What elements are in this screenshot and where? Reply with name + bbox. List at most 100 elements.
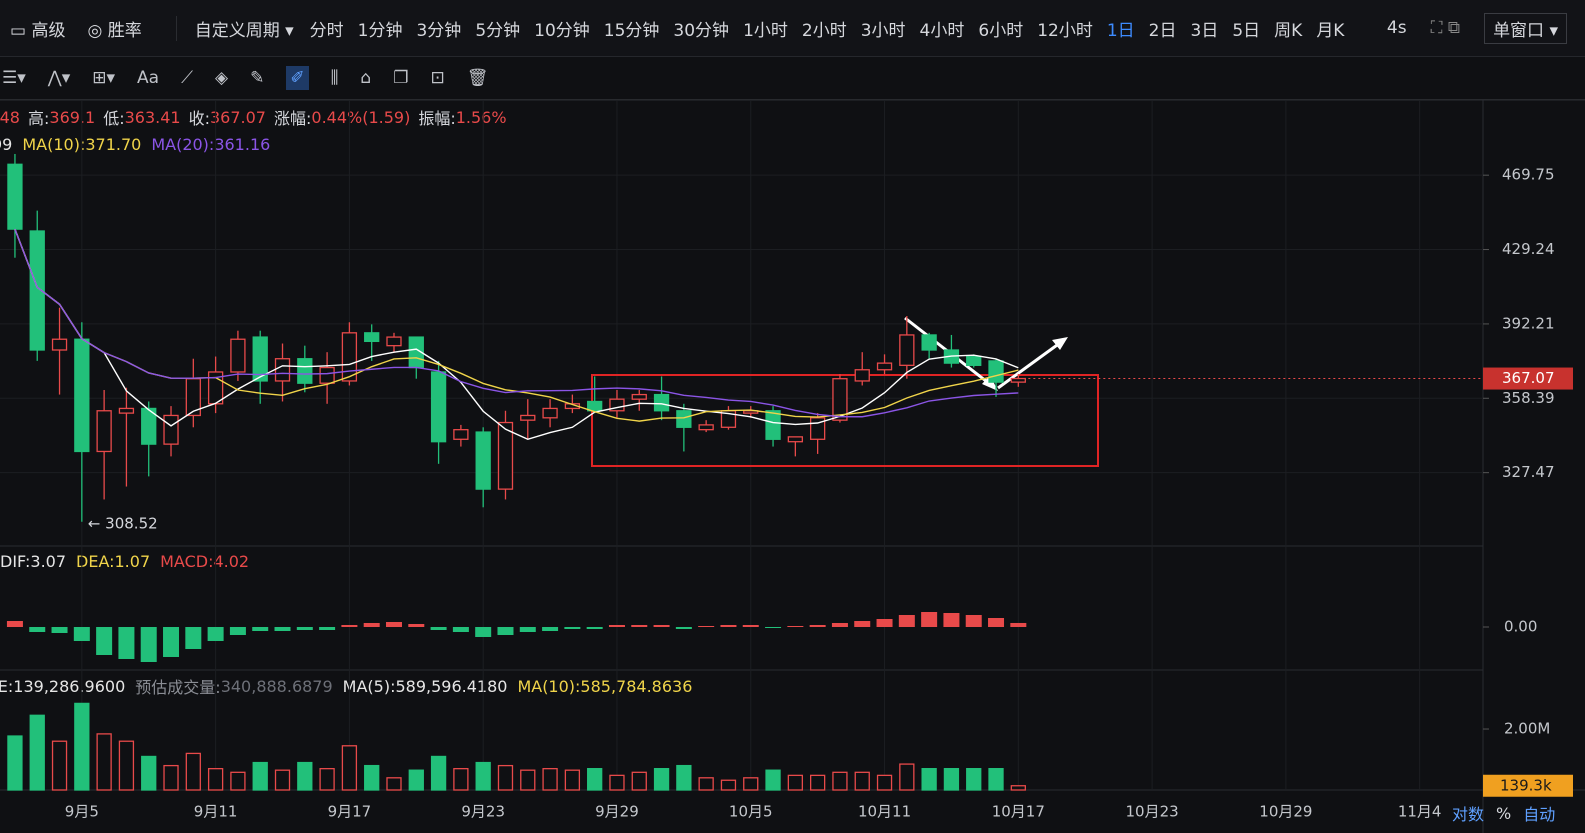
volume-bar xyxy=(899,763,915,791)
tool[interactable]: Aa xyxy=(137,68,160,88)
candle-body xyxy=(988,360,1004,383)
winrate[interactable]: ◎ 胜率 xyxy=(87,20,142,41)
arrow-down xyxy=(904,316,996,390)
candle-body xyxy=(475,431,491,490)
macd-bar xyxy=(207,627,224,641)
footer: 对数% 自动 xyxy=(1452,801,1555,825)
period[interactable]: 1日 xyxy=(1106,20,1135,41)
x-tick-label: 10月5 xyxy=(729,803,773,821)
macd-bar xyxy=(341,625,358,627)
pct-toggle[interactable]: % xyxy=(1496,803,1512,823)
macd-bar xyxy=(73,627,90,641)
candle-body xyxy=(631,393,647,400)
period[interactable]: 15分钟 xyxy=(603,20,660,41)
volume-bar xyxy=(966,768,982,791)
period[interactable]: 2小时 xyxy=(801,20,847,41)
candle-body xyxy=(832,378,848,421)
advanced[interactable]: ▭ 高级 xyxy=(10,20,66,41)
volume-tag-label: 139.3k xyxy=(1500,776,1552,794)
period[interactable]: 分时 xyxy=(309,20,344,41)
tool[interactable]: ✎ xyxy=(250,68,265,88)
period[interactable]: 5分钟 xyxy=(475,20,521,41)
macd-legend: DIF:3.07 DEA:1.07 MACD:4.02 xyxy=(0,550,1585,572)
tool[interactable]: ◈ xyxy=(215,68,229,88)
arrow-up xyxy=(997,338,1065,390)
macd-bar xyxy=(653,625,670,627)
period[interactable]: 1小时 xyxy=(743,20,788,41)
tool[interactable]: ✐ xyxy=(286,66,309,90)
volume-bar xyxy=(876,774,893,791)
header-label: 振幅: xyxy=(418,109,456,128)
tool[interactable]: 🗑 xyxy=(466,68,489,88)
macd-bar xyxy=(519,627,536,632)
period[interactable]: 月K xyxy=(1316,20,1345,41)
period[interactable]: 周K xyxy=(1274,20,1303,41)
macd-bar xyxy=(408,624,425,627)
candle-body xyxy=(1010,377,1026,383)
top-toolbar: ▭ 高级 ◎ 胜率 自定义周期 ▾ 分时 1分钟 3分钟 5分钟 10分钟 15分钟 30分… xyxy=(0,0,1585,57)
macd-bar xyxy=(430,627,447,630)
macd-legend-item: DIF:3.07 xyxy=(0,551,67,571)
y-tick-label: 429.24 xyxy=(1502,240,1555,258)
volume-bar xyxy=(475,761,491,791)
macd-bar xyxy=(921,612,938,627)
macd-bar xyxy=(631,625,648,627)
tool[interactable]: ⟋ xyxy=(181,68,193,88)
fullscreen[interactable]: ⛶ ⧉ xyxy=(1430,18,1461,38)
tool[interactable]: ⊞▾ xyxy=(92,68,116,88)
volume-bar xyxy=(51,740,68,791)
macd-bar xyxy=(854,621,871,627)
volume-bar xyxy=(787,774,803,791)
header-value: 367.07 xyxy=(210,107,266,127)
winrate-label: 胜率 xyxy=(107,20,142,41)
tool[interactable]: ⋀▾ xyxy=(47,68,71,88)
volume-bar xyxy=(230,771,246,791)
candle-body xyxy=(698,424,714,431)
auto-toggle[interactable]: 自动 xyxy=(1523,805,1556,824)
candle-body xyxy=(252,336,268,382)
macd-bar xyxy=(1010,622,1027,627)
refresh[interactable]: 4s xyxy=(1386,18,1407,38)
period[interactable]: 4小时 xyxy=(919,20,965,41)
period[interactable]: 5日 xyxy=(1232,20,1261,41)
volume-tag xyxy=(1483,774,1573,797)
log-toggle[interactable]: 对数 xyxy=(1452,805,1485,824)
tool[interactable]: ❐ xyxy=(393,68,409,88)
x-tick-label: 10月17 xyxy=(992,803,1045,821)
candle-body xyxy=(386,336,402,347)
candle-body xyxy=(118,407,135,414)
macd-bar xyxy=(475,627,492,637)
candle-body xyxy=(163,414,179,445)
custom-period[interactable]: 自定义周期 ▾ xyxy=(175,15,294,41)
volume-legend-item: MA(10):585,784.8636 xyxy=(517,676,693,696)
candle-body xyxy=(141,407,157,445)
period[interactable]: 6小时 xyxy=(978,20,1024,41)
candle-body xyxy=(899,334,915,366)
period[interactable]: 3日 xyxy=(1190,20,1219,41)
volume-bar xyxy=(1010,785,1026,791)
volume-bar xyxy=(185,752,201,791)
tool[interactable]: ⌂ xyxy=(360,68,372,88)
window-select[interactable]: 单窗口 ▾ xyxy=(1484,12,1567,44)
period[interactable]: 3分钟 xyxy=(416,20,462,41)
candle-body xyxy=(274,358,291,382)
period[interactable]: 12小时 xyxy=(1037,20,1093,41)
period[interactable]: 1分钟 xyxy=(357,20,403,41)
period[interactable]: 30分钟 xyxy=(673,20,730,41)
tool[interactable]: ☰▾ xyxy=(2,68,26,88)
y-tick-label: 469.75 xyxy=(1502,166,1555,184)
period[interactable]: 10分钟 xyxy=(534,20,590,41)
volume-bar xyxy=(430,755,447,791)
candle-body xyxy=(453,429,469,440)
tool[interactable]: ⫼ xyxy=(330,68,339,88)
volume-bar xyxy=(497,764,514,791)
macd-legend-item: DEA:1.07 xyxy=(76,551,151,571)
period[interactable]: 3小时 xyxy=(860,20,906,41)
volume-bar xyxy=(943,768,960,791)
tool[interactable]: ⊡ xyxy=(430,68,445,88)
x-tick-label: 9月5 xyxy=(65,803,99,821)
volume-bar xyxy=(921,768,937,791)
volume-bar xyxy=(96,733,112,791)
period[interactable]: 2日 xyxy=(1148,20,1177,41)
